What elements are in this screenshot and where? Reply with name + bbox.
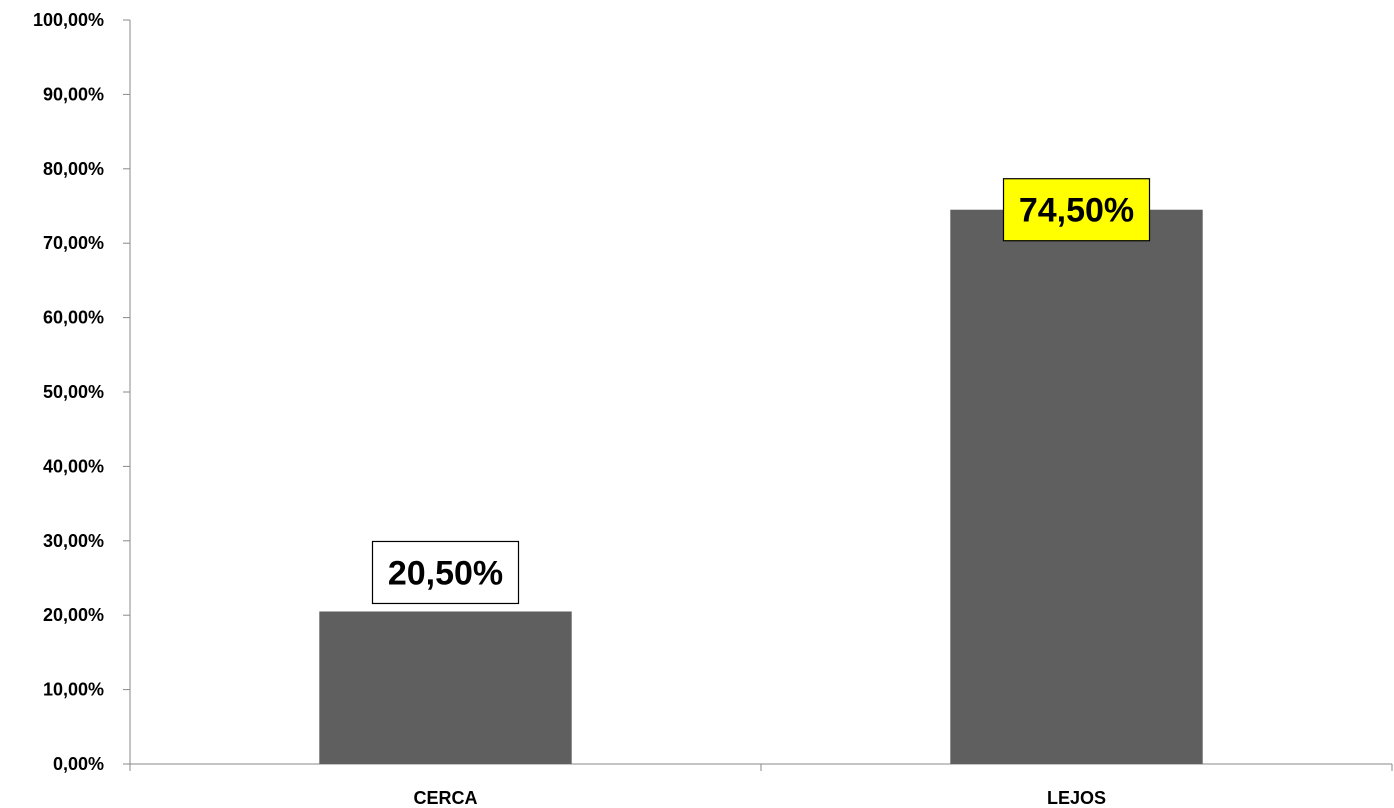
y-tick-label: 30,00% (43, 531, 104, 551)
y-tick-label: 70,00% (43, 233, 104, 253)
data-label-box (371, 540, 520, 605)
data-label: 20,50% (388, 554, 503, 592)
y-tick-label: 100,00% (33, 10, 104, 30)
y-tick-label: 90,00% (43, 84, 104, 104)
y-tick-label: 60,00% (43, 308, 104, 328)
data-label-box (1002, 178, 1151, 242)
x-category-label: LEJOS (1047, 788, 1106, 808)
bar-lejos (950, 209, 1203, 765)
y-tick-label: 50,00% (43, 382, 104, 402)
data-labels: 20,50% 74,50% (371, 178, 1151, 605)
y-tick-label: 40,00% (43, 456, 104, 476)
bar-cerca (319, 611, 572, 764)
y-tick-label: 80,00% (43, 159, 104, 179)
y-axis: 0,00% 10,00% 20,00% 30,00% 40,00% 50,00% 60,00… (33, 10, 131, 774)
bars (319, 209, 1203, 765)
x-axis: CERCA LEJOS (129, 763, 1393, 808)
y-tick-label: 0,00% (53, 754, 104, 774)
x-category-label: CERCA (413, 788, 477, 808)
data-label: 74,50% (1019, 192, 1134, 230)
y-tick-label: 20,00% (43, 605, 104, 625)
y-tick-label: 10,00% (43, 680, 104, 700)
